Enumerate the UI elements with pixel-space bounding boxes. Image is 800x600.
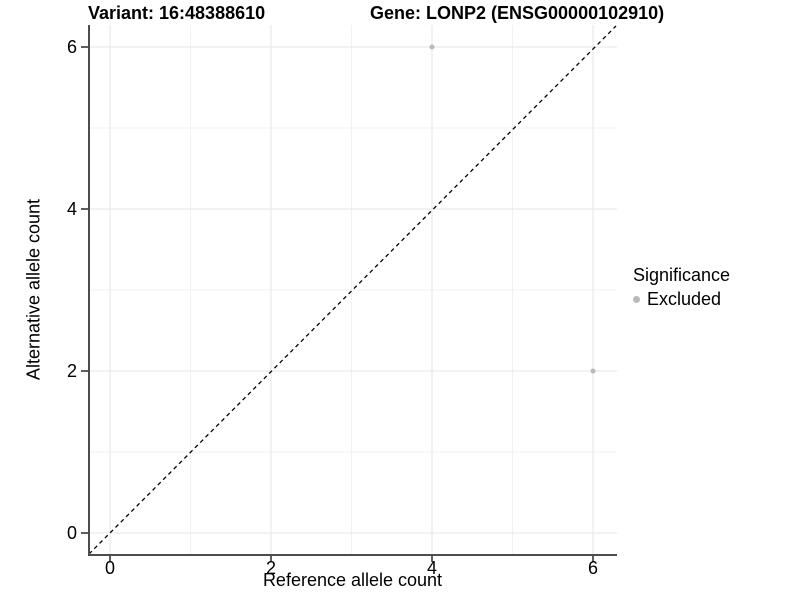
y-tick-label: 0 [66,523,77,543]
x-tick-label: 0 [104,558,115,578]
legend-key-dot-icon [633,296,640,303]
legend-entry: Excluded [633,289,730,310]
x-tick-label: 6 [587,558,598,578]
legend-entry-label: Excluded [647,289,722,309]
data-point [590,368,596,374]
data-point [429,44,435,50]
plot-title-gene: Gene: LONP2 (ENSG00000102910) [370,3,665,23]
y-tick-label: 2 [66,361,77,381]
legend-title: Significance [633,265,731,285]
legend-entries: Excluded [633,289,730,310]
plot-title-variant: Variant: 16:48388610 [88,3,266,23]
x-axis-title: Reference allele count [262,570,443,590]
y-tick-label: 6 [66,37,77,57]
legend: Significance Excluded [633,265,730,310]
x-tick-label: 4 [426,558,437,578]
y-tick-label: 4 [66,199,77,219]
x-tick-label: 2 [265,558,276,578]
